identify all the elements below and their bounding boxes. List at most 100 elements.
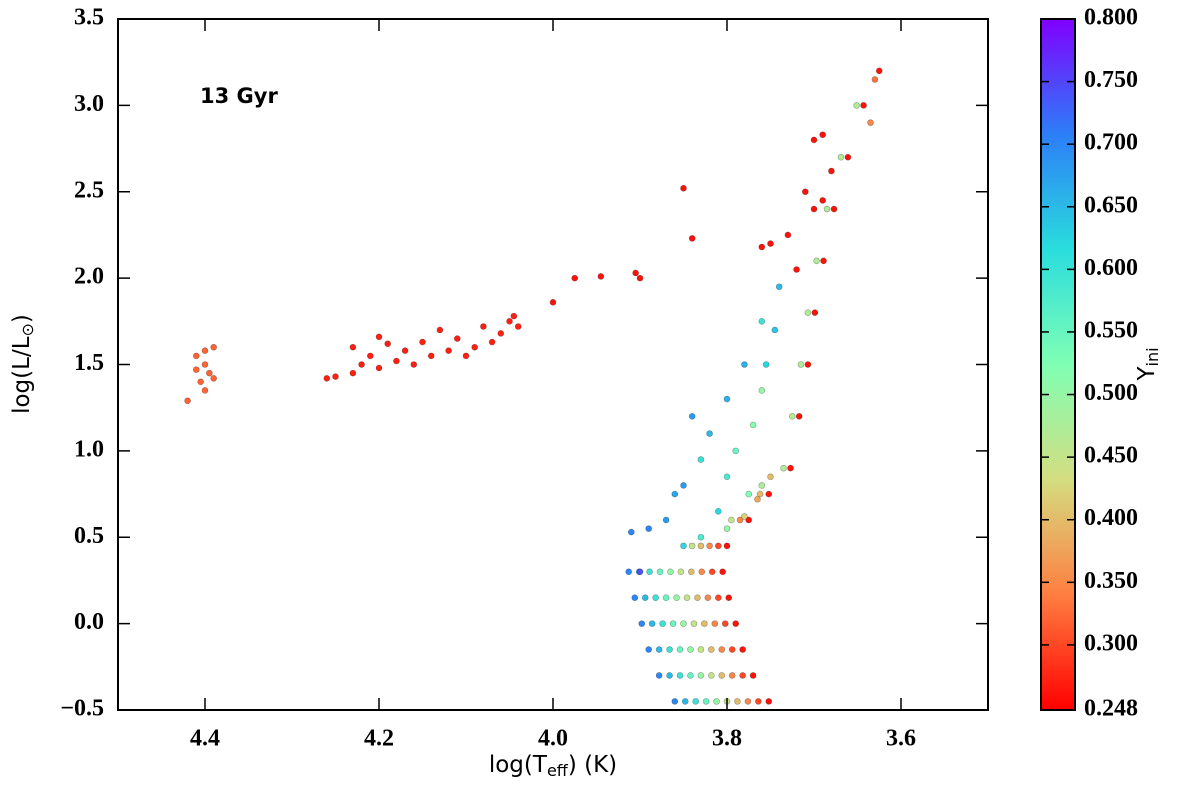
- point: [704, 594, 712, 602]
- point: [732, 620, 740, 627]
- point: [673, 594, 680, 602]
- point: [655, 646, 663, 653]
- y-tick-label: 3.5: [74, 5, 104, 31]
- y-tick-label: 2.0: [74, 264, 104, 290]
- point: [206, 369, 213, 377]
- y-tick-label: 1.0: [74, 436, 104, 462]
- colorbar-tick-label: 0.248: [1084, 696, 1138, 722]
- point: [718, 672, 726, 679]
- point: [662, 516, 670, 524]
- point: [680, 184, 687, 192]
- y-tick-label: 1.5: [74, 350, 104, 376]
- point: [688, 568, 695, 576]
- point: [445, 347, 452, 354]
- point: [676, 672, 684, 679]
- point: [480, 323, 487, 330]
- point: [687, 672, 694, 679]
- point: [780, 464, 787, 472]
- point: [497, 330, 505, 337]
- point: [837, 153, 845, 161]
- point: [506, 318, 513, 325]
- colorbar-label-main: Y: [1134, 366, 1160, 382]
- point: [755, 698, 762, 705]
- point: [708, 646, 715, 653]
- point: [549, 299, 557, 306]
- point: [697, 542, 705, 550]
- point: [736, 516, 744, 524]
- y-label-part: ): [9, 314, 35, 323]
- point: [393, 357, 400, 365]
- point: [701, 620, 708, 627]
- point: [758, 243, 766, 251]
- point: [571, 274, 579, 282]
- point: [688, 542, 696, 550]
- point: [514, 323, 522, 330]
- colorbar-label: Yini: [1134, 347, 1162, 381]
- colorbar-tick-label: 0.650: [1084, 192, 1138, 218]
- point: [762, 361, 770, 368]
- point: [462, 352, 470, 360]
- y-tick-label: 3.0: [74, 91, 104, 117]
- point: [680, 542, 687, 550]
- colorbar-tick-label: 0.300: [1084, 630, 1138, 656]
- point: [193, 366, 200, 373]
- point: [714, 508, 722, 515]
- point: [669, 620, 677, 627]
- point: [708, 672, 715, 679]
- point: [787, 464, 794, 472]
- point: [692, 698, 699, 705]
- point: [728, 646, 736, 653]
- point: [756, 490, 764, 498]
- point: [667, 568, 674, 576]
- point: [197, 378, 204, 386]
- point: [749, 421, 757, 429]
- point: [723, 542, 731, 550]
- point: [823, 205, 831, 213]
- point: [754, 495, 761, 503]
- x-label-part: log(T: [489, 752, 548, 778]
- x-axis-label: log(Teff) (K): [489, 752, 617, 780]
- point: [662, 594, 670, 602]
- colorbar-tick-label: 0.450: [1084, 443, 1138, 469]
- point: [801, 188, 809, 196]
- x-tick-label: 4.0: [538, 726, 568, 752]
- point: [436, 326, 444, 334]
- point: [853, 102, 860, 109]
- plot-area: [118, 19, 988, 710]
- point: [645, 646, 653, 653]
- point: [793, 266, 800, 273]
- point: [828, 167, 835, 175]
- point: [427, 352, 435, 360]
- point: [758, 387, 766, 394]
- colorbar-tick-label: 0.600: [1084, 255, 1138, 281]
- point: [349, 343, 357, 351]
- point: [510, 312, 518, 320]
- point: [687, 646, 694, 653]
- point: [184, 397, 191, 405]
- point: [714, 542, 722, 550]
- colorbar-tick-label: 0.750: [1084, 67, 1138, 93]
- point: [867, 119, 874, 126]
- point: [646, 568, 653, 576]
- point: [819, 131, 827, 139]
- point: [193, 352, 200, 360]
- x-label-sub: eff: [547, 761, 569, 780]
- point: [666, 672, 673, 679]
- point: [210, 343, 217, 351]
- point: [690, 620, 698, 627]
- colorbar-label-sub: ini: [1143, 347, 1162, 366]
- point: [358, 361, 365, 368]
- point: [683, 594, 691, 602]
- point: [830, 205, 838, 213]
- point: [804, 361, 812, 368]
- point: [711, 620, 719, 627]
- point: [810, 136, 818, 144]
- colorbar-tick-label: 0.350: [1084, 568, 1138, 594]
- point: [702, 698, 710, 705]
- point: [788, 413, 796, 420]
- colorbar-tick-label: 0.700: [1084, 130, 1138, 156]
- point: [697, 533, 705, 541]
- point: [645, 525, 653, 532]
- point: [765, 698, 773, 705]
- point: [820, 257, 827, 265]
